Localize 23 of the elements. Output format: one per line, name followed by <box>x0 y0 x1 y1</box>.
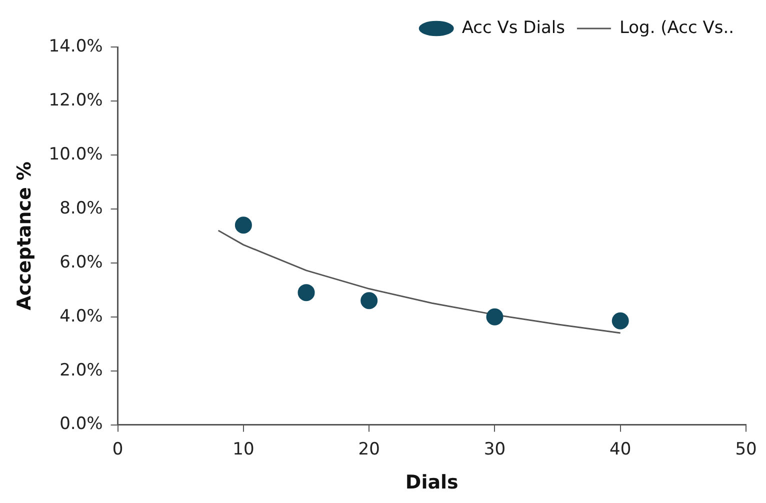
legend-label: Acc Vs Dials <box>462 18 566 38</box>
y-tick-label: 6.0% <box>60 252 103 272</box>
point <box>234 216 252 234</box>
x-tick-label: 50 <box>735 439 757 460</box>
y-tick-label: 4.0% <box>60 306 103 326</box>
x-tick-label: 40 <box>610 439 632 460</box>
y-tick-label: 10.0% <box>48 144 103 164</box>
point <box>612 312 629 330</box>
x-tick-label: 20 <box>358 439 380 460</box>
y-axis-title: Acceptance % <box>13 161 36 310</box>
y-tick-label: 8.0% <box>60 198 103 218</box>
y-tick-label: 2.0% <box>60 360 103 380</box>
point <box>298 284 315 302</box>
y-tick-label: 14.0% <box>48 36 103 56</box>
x-tick-label: 30 <box>484 439 506 460</box>
y-tick-label: 0.0% <box>60 414 103 434</box>
y-tick-label: 12.0% <box>48 90 103 110</box>
x-tick-label: 10 <box>232 439 254 460</box>
legend-label: Log. (Acc Vs.. <box>619 18 734 38</box>
x-tick-label: 0 <box>112 439 124 460</box>
point <box>360 292 378 310</box>
x-axis-title: Dials <box>405 472 458 494</box>
point <box>486 308 504 326</box>
